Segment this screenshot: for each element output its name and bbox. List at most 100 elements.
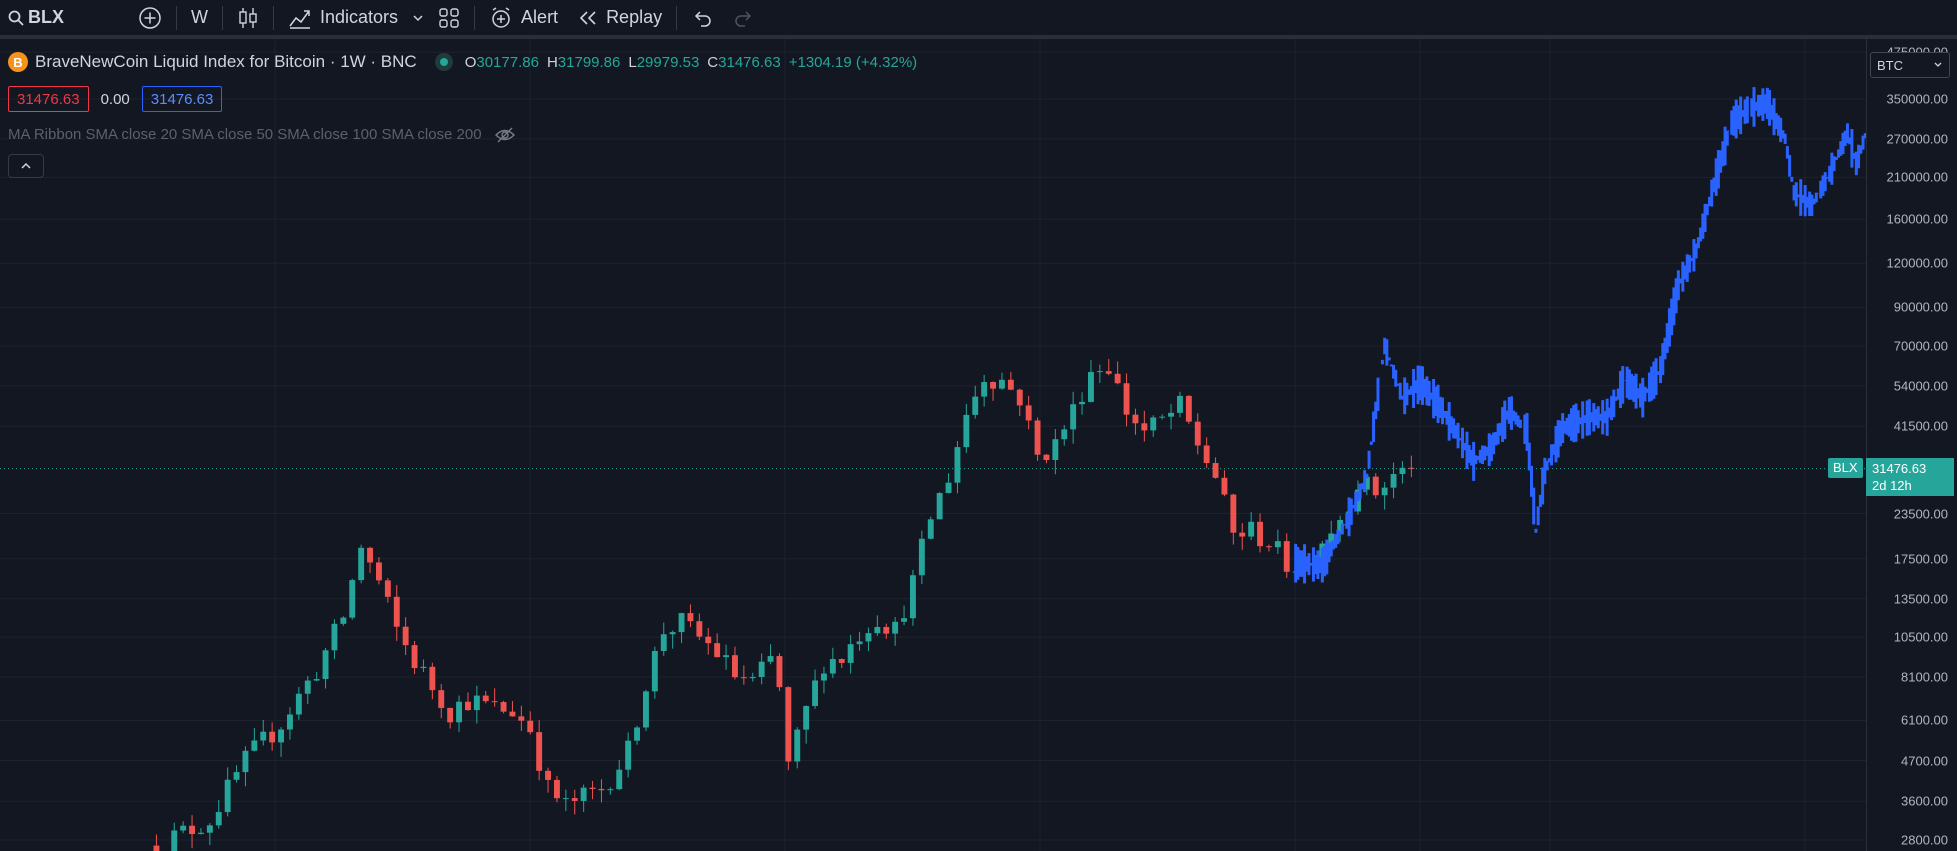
undo-button[interactable] (681, 0, 723, 35)
indicators-dropdown-button[interactable] (408, 0, 428, 35)
toolbar-divider (176, 5, 177, 30)
compare-symbol-button[interactable] (128, 0, 172, 35)
replay-label: Replay (606, 7, 663, 27)
candle-body (723, 655, 729, 658)
candle-body (749, 676, 756, 679)
replay-button[interactable]: Replay (568, 0, 672, 35)
candle-body (847, 644, 854, 663)
candle-body (714, 643, 721, 658)
candle-body (758, 661, 765, 677)
candle-body (918, 538, 925, 576)
candle-body (821, 673, 827, 681)
candle-body (589, 787, 596, 789)
candle-body (242, 750, 249, 773)
candle-body (331, 623, 338, 651)
candle-body (1150, 417, 1157, 431)
price-axis[interactable]: 475000.00350000.00270000.00210000.001600… (1866, 39, 1957, 851)
candle-body (705, 636, 712, 644)
candle-body (1114, 373, 1121, 384)
price-chart[interactable] (0, 39, 1866, 851)
candle-body (999, 379, 1005, 389)
candle-body (402, 626, 409, 646)
eye-hidden-icon[interactable] (494, 127, 516, 143)
candle-body (1043, 454, 1050, 461)
ma-ribbon-label: MA Ribbon SMA close 20 SMA close 50 SMA … (8, 126, 482, 143)
search-icon (8, 10, 24, 26)
chevron-up-icon (21, 162, 31, 169)
candle-body (384, 580, 391, 597)
sell-button[interactable]: 31476.63 (8, 86, 89, 112)
candle-body (660, 634, 667, 651)
candle-body (287, 714, 293, 730)
last-price-label: 31476.63 2d 12h (1866, 458, 1954, 496)
currency-select[interactable]: BTC (1870, 52, 1950, 78)
price-tick-label: 6100.00 (1901, 712, 1948, 728)
candle-body (829, 659, 836, 674)
candle-body (518, 716, 525, 721)
candle-body (536, 732, 543, 771)
projection-series (1294, 87, 1866, 584)
trade-values-row: 31476.63 0.00 31476.63 (8, 86, 223, 112)
candle-body (696, 621, 703, 637)
candle-body (936, 493, 943, 520)
redo-button[interactable] (723, 0, 765, 35)
candle-body (1185, 395, 1192, 422)
redo-icon (735, 10, 752, 27)
candle-body (1061, 429, 1068, 440)
candle-body (598, 788, 605, 791)
candle-body (1363, 476, 1370, 490)
price-tick-label: 270000.00 (1886, 131, 1948, 147)
price-tick-label: 120000.00 (1886, 255, 1948, 271)
candle-body (910, 575, 916, 619)
candle-body (732, 655, 738, 678)
candle-body (376, 562, 382, 581)
candle-body (1337, 520, 1344, 534)
candle-body (367, 547, 373, 563)
ma-ribbon-legend[interactable]: MA Ribbon SMA close 20 SMA close 50 SMA … (8, 126, 516, 143)
candle-body (571, 798, 578, 801)
candle-body (233, 772, 240, 780)
high-value: 31799.86 (557, 53, 621, 71)
candle-body (1408, 467, 1415, 469)
candle-body (1212, 463, 1219, 478)
symbol-search-button[interactable]: BLX (0, 0, 128, 35)
candle-body (776, 656, 783, 688)
candle-body (491, 701, 498, 703)
toolbar-divider (474, 5, 476, 30)
candle-body (393, 596, 400, 627)
candle-body (527, 720, 534, 733)
price-tick-label: 210000.00 (1886, 169, 1948, 185)
candle-body (803, 706, 810, 730)
interval-button[interactable]: W (181, 0, 218, 35)
candle-body (1266, 546, 1272, 548)
spread-value: 0.00 (100, 90, 130, 108)
indicators-button[interactable]: Indicators (278, 0, 408, 35)
candle-body (963, 414, 970, 448)
toolbar-divider (676, 5, 678, 30)
bar-countdown: 2d 12h (1872, 478, 1912, 493)
candle-body (954, 447, 961, 483)
indicators-icon (289, 9, 310, 29)
candle-body (838, 659, 845, 663)
candle-body (322, 650, 329, 680)
chart-type-button[interactable] (227, 0, 269, 35)
toolbar-divider (273, 5, 274, 30)
toolbar-divider (222, 5, 223, 30)
price-tick-label: 17500.00 (1893, 551, 1948, 567)
change-value: +1304.19 (+4.32%) (788, 53, 918, 71)
candle-body (1079, 401, 1085, 405)
candle-body (643, 691, 649, 728)
alert-button[interactable]: Alert (479, 0, 568, 35)
templates-button[interactable] (428, 0, 470, 35)
chart-pane[interactable] (0, 39, 1866, 851)
candle-body (1034, 420, 1041, 455)
candle-body (990, 382, 996, 389)
candle-body (616, 769, 623, 790)
candle-body (349, 580, 356, 618)
candle-body (945, 482, 952, 494)
candle-body (171, 830, 178, 851)
market-status-icon[interactable] (434, 53, 453, 71)
buy-button[interactable]: 31476.63 (141, 86, 223, 112)
series-title[interactable]: BraveNewCoin Liquid Index for Bitcoin · … (35, 52, 417, 71)
collapse-legend-button[interactable] (8, 154, 44, 178)
